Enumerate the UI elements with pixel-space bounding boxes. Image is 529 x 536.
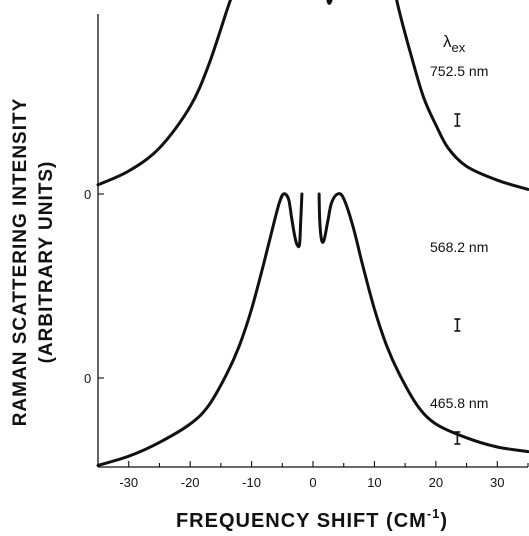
legend-title: λex — [443, 32, 466, 55]
x-axis-label-sup: -1 — [427, 506, 441, 521]
legend-title-lambda: λ — [443, 32, 452, 51]
series-label: 568.2 nm — [430, 239, 488, 255]
x-tick-label: 10 — [367, 475, 381, 490]
zero-marker-lower: 0 — [84, 371, 91, 386]
series-label: 465.8 nm — [430, 395, 488, 411]
y-axis-label-line2: (ARBITRARY UNITS) — [36, 161, 57, 364]
x-tick-label: 20 — [429, 475, 443, 490]
series-line-right — [326, 0, 529, 191]
x-axis-label-end: ) — [440, 510, 448, 532]
legend-title-sub: ex — [452, 40, 466, 55]
x-tick-label: 0 — [309, 475, 316, 490]
y-axis-label-line1: RAMAN SCATTERING INTENSITY — [10, 98, 31, 427]
x-tick-label: -30 — [119, 475, 138, 490]
series-line-left — [96, 0, 232, 187]
x-ticks: -30 -20 -10 0 10 20 30 — [97, 461, 529, 490]
x-tick-label: 30 — [490, 475, 504, 490]
series-layer: 465.8 nm 568.2 nm 752.5 nm — [96, 0, 529, 467]
series-line-right — [317, 192, 529, 454]
series-line-left — [96, 192, 304, 467]
x-tick-label: -10 — [242, 475, 261, 490]
zero-marker-upper: 0 — [84, 187, 91, 202]
series-label: 752.5 nm — [430, 63, 488, 79]
x-tick-label: -20 — [181, 475, 200, 490]
x-axis-label: FREQUENCY SHIFT (CM-1) — [176, 506, 448, 532]
x-axis-label-main: FREQUENCY SHIFT (CM — [176, 510, 427, 532]
